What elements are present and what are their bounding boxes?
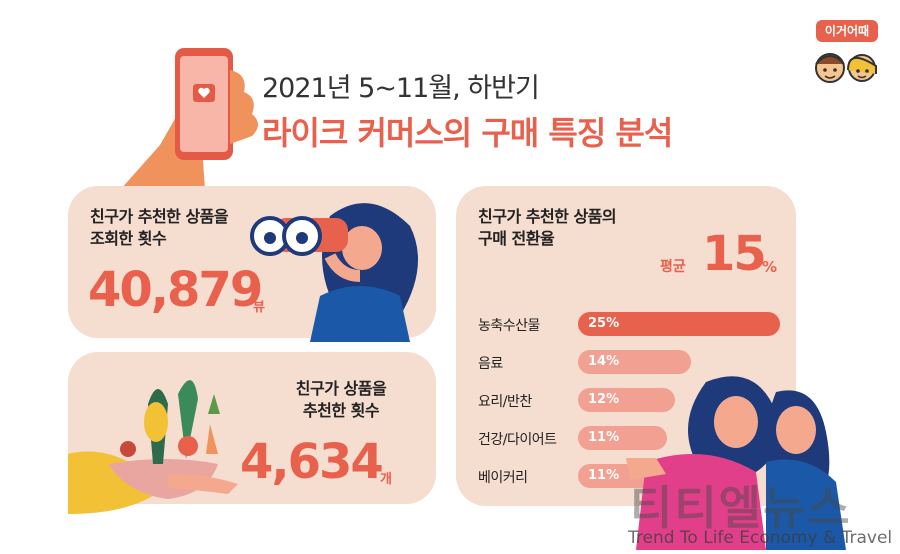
logo-badge: 이거어때 — [816, 20, 878, 42]
binoculars-woman-illustration — [240, 196, 440, 342]
page-subtitle: 2021년 5~11월, 하반기 — [262, 73, 540, 104]
average-unit: % — [762, 258, 778, 276]
recommend-label-line2: 추천한 횟수 — [302, 401, 380, 420]
recommend-value: 4,634 — [240, 434, 384, 490]
conversion-label-line1: 친구가 추천한 상품의 — [478, 207, 617, 226]
bar-label: 베이커리 — [478, 470, 528, 486]
views-label-line1: 친구가 추천한 상품을 — [90, 207, 229, 226]
hand-phone-illustration — [120, 40, 260, 190]
hugging-women-illustration — [626, 372, 846, 550]
faces-icon — [815, 53, 877, 83]
bar: 11% — [578, 426, 667, 450]
bar-label: 음료 — [478, 356, 503, 372]
watermark-tagline: Trend To Life Economy & Travel — [628, 528, 893, 548]
bar-label: 요리/반찬 — [478, 394, 532, 410]
bar: 25% — [578, 312, 780, 336]
watermark-logo: 티티엘뉴스 — [630, 481, 852, 535]
views-label-line2: 조회한 횟수 — [90, 229, 167, 248]
conversion-label-line2: 구매 전환율 — [478, 229, 555, 248]
views-unit: 뷰 — [253, 300, 265, 315]
bar-label: 농축수산물 — [478, 318, 540, 334]
average-label: 평균 — [660, 259, 686, 275]
bar-label: 건강/다이어트 — [478, 432, 557, 448]
vegetable-basket-illustration — [68, 354, 248, 524]
views-value: 40,879 — [88, 262, 263, 318]
recommend-unit: 개 — [380, 472, 392, 487]
average-value: 15 — [702, 226, 767, 282]
recommend-label-line1: 친구가 상품을 — [295, 379, 387, 398]
bar: 12% — [578, 388, 675, 412]
page-title: 라이크 커머스의 구매 특징 분석 — [262, 114, 673, 152]
bar: 14% — [578, 350, 691, 374]
brand-logo: 이거어때 — [810, 18, 890, 90]
